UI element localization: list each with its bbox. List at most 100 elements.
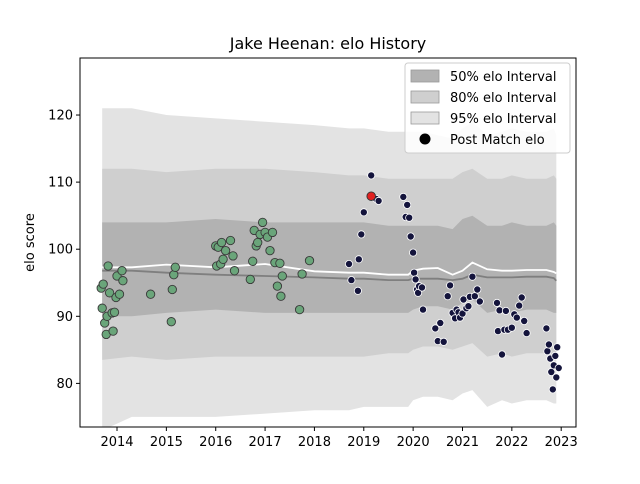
post-match-point-navy [374, 196, 383, 205]
post-match-point-green [104, 288, 115, 298]
post-match-point-navy [367, 171, 376, 180]
x-tick-label: 2015 [150, 435, 183, 450]
post-match-point-navy [359, 208, 368, 217]
y-tick-label: 80 [56, 377, 73, 392]
post-match-point-navy [507, 323, 516, 332]
band-50-interval [102, 215, 557, 317]
post-match-point-green [98, 279, 108, 289]
post-match-point-green [216, 237, 227, 248]
post-match-point-green [166, 317, 176, 327]
post-match-point-navy [353, 286, 362, 295]
y-tick-label: 110 [48, 176, 73, 191]
y-tick-label: 120 [48, 109, 73, 124]
legend-swatch-band95 [410, 111, 440, 125]
post-match-point-navy [436, 318, 445, 327]
post-match-point-navy [357, 230, 366, 239]
legend: 50% elo Interval 80% elo Interval 95% elo … [404, 62, 571, 154]
post-match-point-navy [520, 316, 529, 325]
post-match-point-green [170, 262, 180, 272]
plot-layer [96, 108, 563, 427]
axes-frame [79, 57, 577, 428]
post-match-point-green [253, 237, 263, 248]
post-match-point-green [297, 269, 307, 279]
post-match-point-navy [551, 351, 560, 360]
y-axis-label: elo score [23, 213, 38, 272]
post-match-point-green [245, 274, 255, 285]
post-match-point-navy [418, 305, 427, 314]
post-match-point-green [167, 284, 177, 295]
post-match-point-navy [475, 297, 484, 306]
post-match-point-navy [492, 298, 501, 307]
post-match-point-navy [554, 363, 563, 372]
post-match-point-navy [403, 200, 412, 209]
post-match-point-navy [431, 324, 440, 333]
post-match-point-navy [522, 329, 531, 338]
post-match-point-green [117, 266, 127, 276]
post-match-point-green [220, 245, 231, 256]
chart-title: Jake Heenan: elo History [229, 34, 427, 53]
post-match-point-green [277, 271, 287, 281]
post-match-point-green [304, 255, 315, 266]
post-match-point-green [267, 227, 278, 238]
legend-label: 50% elo Interval [450, 70, 557, 85]
post-match-point-green [275, 258, 285, 268]
x-tick-label: 2020 [397, 435, 430, 450]
post-match-point-navy [354, 255, 363, 264]
post-match-point-navy [552, 373, 561, 382]
post-match-point-navy [468, 272, 477, 281]
post-match-point-navy [446, 281, 455, 290]
post-match-point-navy [497, 350, 506, 359]
legend-marker-point [419, 133, 431, 145]
post-match-point-navy [417, 283, 426, 292]
legend-swatch-band80 [410, 90, 440, 104]
x-tick-label: 2023 [545, 435, 578, 450]
post-match-point-green [218, 254, 228, 264]
x-tick-label: 2019 [347, 435, 380, 450]
post-match-point-navy [411, 275, 420, 284]
legend-label: Post Match elo [450, 133, 545, 148]
x-tick-label: 2022 [495, 435, 528, 450]
legend-swatch-band50 [410, 69, 440, 83]
post-match-point-navy [493, 327, 502, 336]
x-tick-label: 2016 [199, 435, 232, 450]
post-match-point-navy [439, 337, 448, 346]
post-match-point-green [257, 217, 268, 228]
post-match-point-navy [399, 192, 408, 201]
legend-box [404, 62, 571, 154]
post-match-point-green [118, 276, 128, 286]
x-tick-label: 2014 [100, 435, 133, 450]
post-match-point-green [225, 235, 236, 246]
y-tick-label: 100 [48, 243, 73, 258]
post-match-point-green [276, 291, 286, 301]
post-match-point-navy [344, 259, 353, 268]
x-tick-label: 2021 [446, 435, 479, 450]
post-match-point-green [114, 289, 125, 299]
post-match-point-navy [544, 340, 553, 349]
post-match-point-navy [347, 276, 356, 285]
y-tick-label: 90 [56, 310, 73, 325]
post-match-point-green [248, 256, 258, 266]
post-match-point-green [109, 307, 120, 317]
post-match-point-navy [406, 232, 415, 241]
post-match-point-green [229, 266, 240, 276]
elo-line [102, 261, 557, 276]
post-match-point-green [294, 304, 305, 315]
post-match-point-green [97, 303, 107, 313]
post-match-point-green [272, 281, 283, 291]
post-match-point-green [108, 326, 118, 336]
post-match-point-navy [548, 385, 557, 394]
post-match-point-green [145, 289, 156, 299]
x-tick-label: 2018 [298, 435, 331, 450]
post-match-point-navy [464, 302, 473, 311]
post-match-point-navy [410, 268, 419, 277]
post-match-point-highlight [366, 191, 376, 201]
post-match-point-navy [543, 347, 552, 356]
post-match-point-navy [443, 292, 452, 301]
post-match-point-navy [409, 248, 418, 257]
post-match-point-green [265, 245, 275, 256]
plot-area [96, 108, 563, 427]
post-match-point-navy [501, 306, 510, 315]
post-match-point-navy [515, 301, 524, 310]
